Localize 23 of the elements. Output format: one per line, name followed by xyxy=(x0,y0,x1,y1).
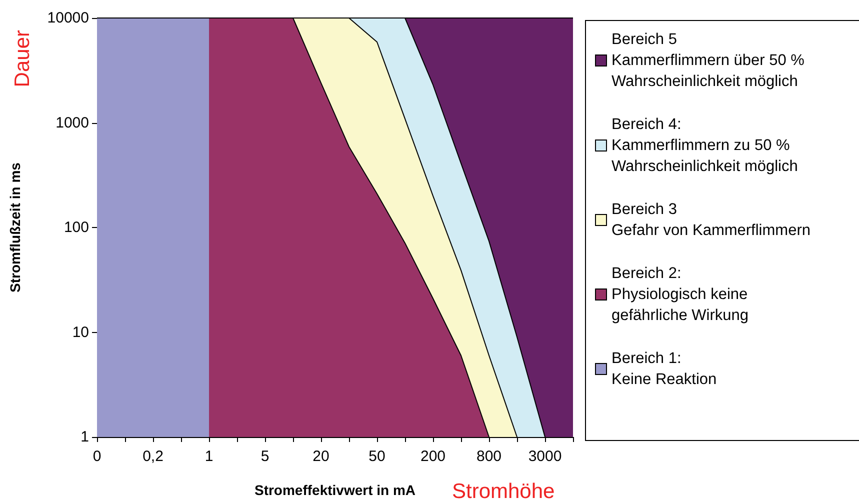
x-tick-label: 5 xyxy=(260,448,270,465)
x-tick-label: 0 xyxy=(92,448,102,465)
y-tick-label: 10 xyxy=(72,324,89,341)
x-tick-label: 1 xyxy=(204,448,214,465)
y-axis-title: Stromflußzeit in ms xyxy=(7,162,23,292)
y-tick-label: 1 xyxy=(80,428,89,446)
x-tick-label: 0,2 xyxy=(142,448,164,465)
legend-label: Bereich 3 Gefahr von Kammerflimmern xyxy=(612,201,810,239)
x-tick-label: 50 xyxy=(368,448,386,465)
text: Dauer xyxy=(11,30,34,88)
y-tick-label: 100 xyxy=(64,219,89,236)
legend-label: Bereich 1: Keine Reaktion xyxy=(612,350,717,388)
legend-label: Bereich 2: Physiologisch keine gefährliche Wirkung xyxy=(612,265,748,324)
x-tick-label: 20 xyxy=(312,448,330,465)
x-tick-label: 800 xyxy=(476,448,502,465)
text: Stromhöhe xyxy=(452,480,555,503)
y-tick-label: 10000 xyxy=(47,10,89,26)
x-tick-label: 200 xyxy=(420,448,446,465)
x-tick-label: 3000 xyxy=(528,448,562,465)
legend-label: Bereich 5 Kammerflimmern über 50 % Wahrscheinlichkeit möglich xyxy=(612,31,805,90)
x-axis-title: Stromeffektivwert in mA xyxy=(254,482,416,498)
y-tick-label: 1000 xyxy=(56,114,89,132)
legend-label: Bereich 4: Kammerflimmern zu 50 % Wahrscheinlichkeit möglich xyxy=(612,116,798,175)
